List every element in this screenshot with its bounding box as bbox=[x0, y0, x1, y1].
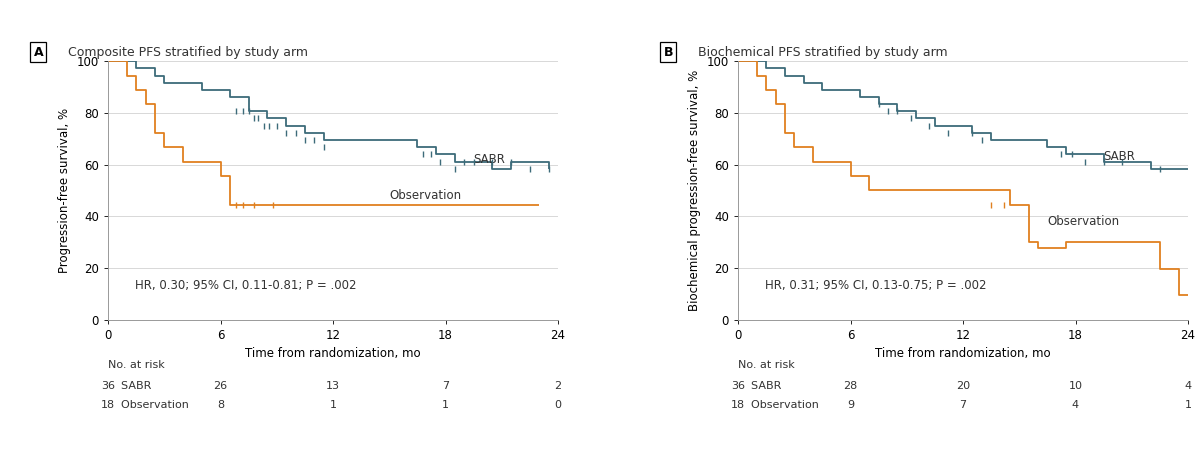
Text: 13: 13 bbox=[326, 381, 340, 391]
Text: 7: 7 bbox=[960, 400, 966, 409]
Text: HR, 0.30; 95% CI, 0.11-0.81; P = .002: HR, 0.30; 95% CI, 0.11-0.81; P = .002 bbox=[134, 280, 356, 292]
Text: 36: 36 bbox=[101, 381, 115, 391]
Text: Observation: Observation bbox=[1048, 215, 1120, 228]
Text: No. at risk: No. at risk bbox=[108, 360, 164, 369]
Text: SABR: SABR bbox=[474, 153, 505, 166]
Text: 0: 0 bbox=[554, 400, 562, 409]
Text: 1: 1 bbox=[1184, 400, 1192, 409]
Text: Observation: Observation bbox=[389, 189, 461, 202]
X-axis label: Time from randomization, mo: Time from randomization, mo bbox=[875, 347, 1051, 360]
Text: 7: 7 bbox=[442, 381, 449, 391]
Text: 18: 18 bbox=[101, 400, 115, 409]
Text: 26: 26 bbox=[214, 381, 228, 391]
Y-axis label: Progression-free survival, %: Progression-free survival, % bbox=[58, 108, 71, 273]
Text: Observation: Observation bbox=[114, 400, 188, 409]
X-axis label: Time from randomization, mo: Time from randomization, mo bbox=[245, 347, 421, 360]
Text: 4: 4 bbox=[1184, 381, 1192, 391]
Text: Composite PFS stratified by study arm: Composite PFS stratified by study arm bbox=[67, 46, 307, 59]
Text: 20: 20 bbox=[956, 381, 970, 391]
Text: 9: 9 bbox=[847, 400, 854, 409]
Text: SABR: SABR bbox=[114, 381, 151, 391]
Text: No. at risk: No. at risk bbox=[738, 360, 794, 369]
Text: HR, 0.31; 95% CI, 0.13-0.75; P = .002: HR, 0.31; 95% CI, 0.13-0.75; P = .002 bbox=[766, 280, 986, 292]
Y-axis label: Biochemical progression-free survival, %: Biochemical progression-free survival, % bbox=[688, 70, 701, 311]
Text: 4: 4 bbox=[1072, 400, 1079, 409]
Text: 2: 2 bbox=[554, 381, 562, 391]
Text: 8: 8 bbox=[217, 400, 224, 409]
Text: Biochemical PFS stratified by study arm: Biochemical PFS stratified by study arm bbox=[697, 46, 947, 59]
Text: Observation: Observation bbox=[744, 400, 818, 409]
Text: 28: 28 bbox=[844, 381, 858, 391]
Text: SABR: SABR bbox=[1104, 150, 1135, 163]
Text: SABR: SABR bbox=[744, 381, 781, 391]
Text: 10: 10 bbox=[1068, 381, 1082, 391]
Text: A: A bbox=[34, 46, 43, 59]
Text: B: B bbox=[664, 46, 673, 59]
Text: 18: 18 bbox=[731, 400, 745, 409]
Text: 1: 1 bbox=[330, 400, 336, 409]
Text: 1: 1 bbox=[442, 400, 449, 409]
Text: 36: 36 bbox=[731, 381, 745, 391]
